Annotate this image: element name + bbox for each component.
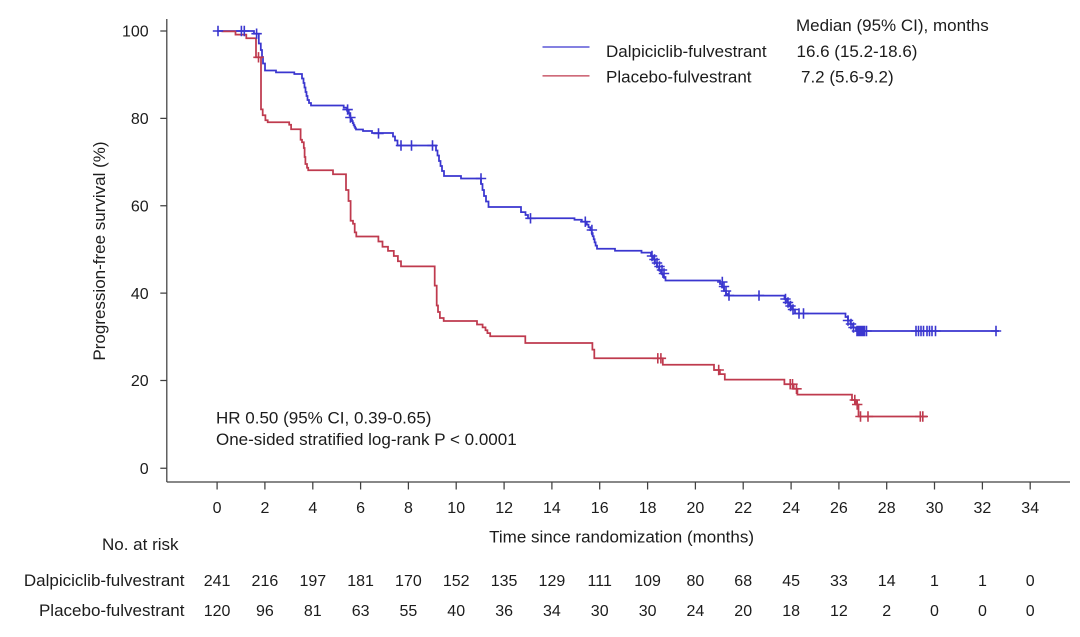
svg-text:16.6 (15.2-18.6): 16.6 (15.2-18.6) bbox=[797, 42, 918, 61]
svg-text:4: 4 bbox=[308, 500, 317, 517]
svg-text:241: 241 bbox=[204, 573, 231, 590]
svg-text:80: 80 bbox=[687, 573, 705, 590]
svg-text:30: 30 bbox=[926, 500, 944, 517]
svg-text:81: 81 bbox=[304, 603, 322, 620]
svg-text:Progression-free survival (%): Progression-free survival (%) bbox=[90, 141, 109, 360]
svg-text:34: 34 bbox=[1021, 500, 1039, 517]
svg-text:Placebo-fulvestrant: Placebo-fulvestrant bbox=[39, 601, 185, 620]
svg-text:40: 40 bbox=[131, 286, 149, 303]
svg-text:HR 0.50 (95% CI, 0.39-0.65): HR 0.50 (95% CI, 0.39-0.65) bbox=[216, 408, 431, 427]
svg-text:55: 55 bbox=[400, 603, 418, 620]
svg-text:181: 181 bbox=[347, 573, 374, 590]
svg-text:109: 109 bbox=[634, 573, 661, 590]
svg-text:68: 68 bbox=[734, 573, 752, 590]
svg-text:6: 6 bbox=[356, 500, 365, 517]
svg-text:34: 34 bbox=[543, 603, 561, 620]
svg-text:16: 16 bbox=[591, 500, 609, 517]
svg-text:2: 2 bbox=[882, 603, 891, 620]
svg-text:18: 18 bbox=[639, 500, 657, 517]
svg-text:20: 20 bbox=[131, 373, 149, 390]
svg-text:100: 100 bbox=[122, 24, 149, 41]
svg-text:26: 26 bbox=[830, 500, 848, 517]
svg-text:216: 216 bbox=[252, 573, 279, 590]
svg-text:120: 120 bbox=[204, 603, 231, 620]
svg-text:24: 24 bbox=[687, 603, 705, 620]
svg-text:8: 8 bbox=[404, 500, 413, 517]
svg-text:135: 135 bbox=[491, 573, 518, 590]
svg-text:96: 96 bbox=[256, 603, 274, 620]
svg-text:20: 20 bbox=[687, 500, 705, 517]
svg-text:22: 22 bbox=[734, 500, 752, 517]
svg-text:30: 30 bbox=[639, 603, 657, 620]
svg-text:Dalpiciclib-fulvestrant: Dalpiciclib-fulvestrant bbox=[606, 42, 767, 61]
svg-text:0: 0 bbox=[930, 603, 939, 620]
svg-text:40: 40 bbox=[447, 603, 465, 620]
svg-text:129: 129 bbox=[539, 573, 566, 590]
svg-text:24: 24 bbox=[782, 500, 800, 517]
svg-text:7.2 (5.6-9.2): 7.2 (5.6-9.2) bbox=[801, 67, 894, 86]
svg-text:0: 0 bbox=[1026, 603, 1035, 620]
svg-text:33: 33 bbox=[830, 573, 848, 590]
svg-text:Placebo-fulvestrant: Placebo-fulvestrant bbox=[606, 67, 752, 86]
svg-text:2: 2 bbox=[260, 500, 269, 517]
svg-text:18: 18 bbox=[782, 603, 800, 620]
svg-text:28: 28 bbox=[878, 500, 896, 517]
svg-text:No. at risk: No. at risk bbox=[102, 535, 179, 554]
svg-text:10: 10 bbox=[447, 500, 465, 517]
svg-text:20: 20 bbox=[734, 603, 752, 620]
svg-text:0: 0 bbox=[1026, 573, 1035, 590]
svg-text:14: 14 bbox=[543, 500, 561, 517]
svg-text:30: 30 bbox=[591, 603, 609, 620]
svg-text:170: 170 bbox=[395, 573, 422, 590]
svg-text:0: 0 bbox=[213, 500, 222, 517]
svg-text:14: 14 bbox=[878, 573, 896, 590]
svg-text:12: 12 bbox=[495, 500, 513, 517]
svg-text:197: 197 bbox=[299, 573, 326, 590]
svg-text:63: 63 bbox=[352, 603, 370, 620]
svg-text:80: 80 bbox=[131, 111, 149, 128]
svg-text:0: 0 bbox=[978, 603, 987, 620]
svg-text:One-sided stratified log-rank: One-sided stratified log-rank P < 0.0001 bbox=[216, 430, 517, 449]
svg-text:0: 0 bbox=[140, 461, 149, 478]
svg-text:36: 36 bbox=[495, 603, 513, 620]
svg-text:45: 45 bbox=[782, 573, 800, 590]
svg-text:Median (95% CI), months: Median (95% CI), months bbox=[796, 16, 989, 35]
svg-text:152: 152 bbox=[443, 573, 470, 590]
svg-text:111: 111 bbox=[588, 573, 612, 590]
svg-text:32: 32 bbox=[974, 500, 992, 517]
svg-text:1: 1 bbox=[978, 573, 987, 590]
svg-text:1: 1 bbox=[930, 573, 939, 590]
svg-text:Time since randomization (mont: Time since randomization (months) bbox=[489, 528, 754, 547]
svg-text:Dalpiciclib-fulvestrant: Dalpiciclib-fulvestrant bbox=[24, 571, 185, 590]
svg-text:60: 60 bbox=[131, 199, 149, 216]
svg-text:12: 12 bbox=[830, 603, 848, 620]
